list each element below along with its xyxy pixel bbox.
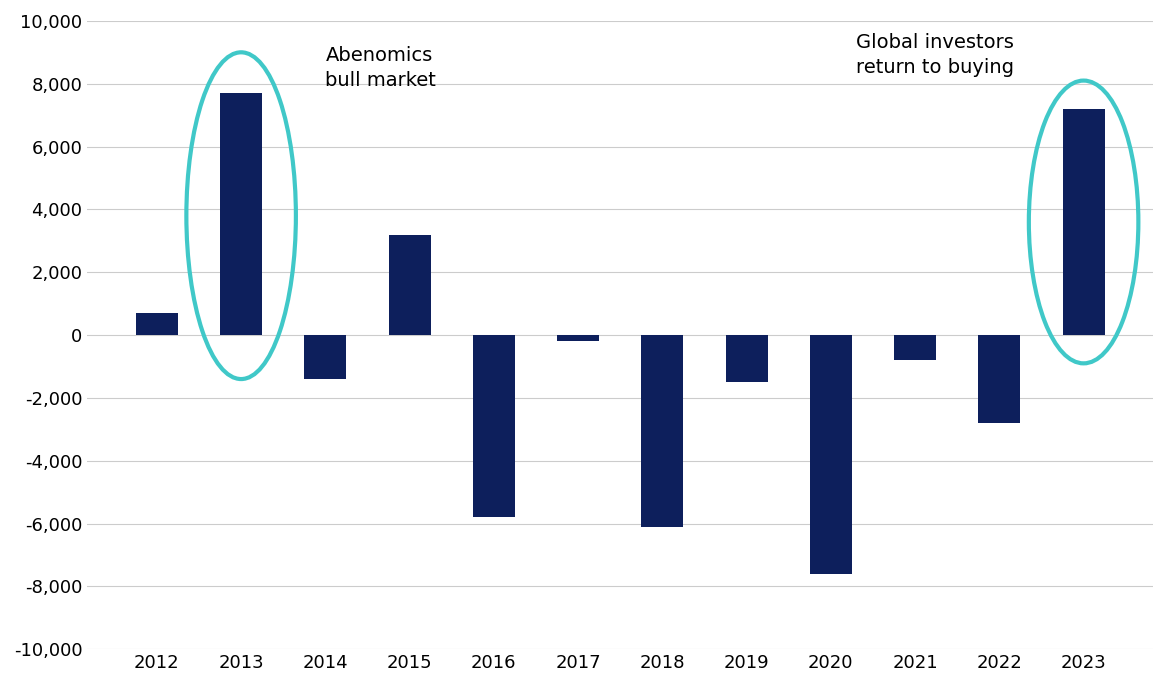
Bar xyxy=(389,235,431,335)
Bar xyxy=(305,335,347,379)
Bar xyxy=(978,335,1020,423)
Bar xyxy=(1062,109,1105,335)
Bar xyxy=(642,335,684,527)
Bar xyxy=(894,335,936,360)
Bar xyxy=(135,313,177,335)
Bar xyxy=(221,93,263,335)
Bar xyxy=(557,335,599,342)
Text: Global investors
return to buying: Global investors return to buying xyxy=(857,34,1014,78)
Bar xyxy=(810,335,852,574)
Bar xyxy=(726,335,768,382)
Bar xyxy=(473,335,515,517)
Text: Abenomics
bull market: Abenomics bull market xyxy=(326,46,436,90)
